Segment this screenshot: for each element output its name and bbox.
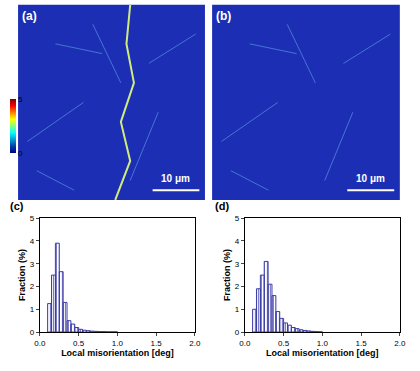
svg-text:1.5: 1.5 bbox=[356, 339, 368, 348]
svg-text:(d): (d) bbox=[215, 200, 229, 212]
svg-text:1.0: 1.0 bbox=[317, 339, 329, 348]
svg-text:0: 0 bbox=[30, 328, 35, 337]
svg-text:1.0: 1.0 bbox=[112, 339, 124, 348]
svg-text:5: 5 bbox=[30, 214, 35, 223]
svg-text:2: 2 bbox=[235, 282, 240, 291]
svg-text:Local misorientation [deg]: Local misorientation [deg] bbox=[61, 348, 174, 358]
svg-text:4: 4 bbox=[235, 237, 240, 246]
svg-text:1: 1 bbox=[30, 305, 35, 314]
svg-text:Local misorientation [deg]: Local misorientation [deg] bbox=[266, 348, 379, 358]
svg-text:10 μm: 10 μm bbox=[356, 173, 385, 184]
svg-text:2.0: 2.0 bbox=[189, 339, 201, 348]
svg-text:0.0: 0.0 bbox=[34, 339, 46, 348]
svg-text:0: 0 bbox=[18, 149, 23, 158]
svg-text:0.5: 0.5 bbox=[278, 339, 290, 348]
svg-text:0.5: 0.5 bbox=[73, 339, 85, 348]
svg-text:0: 0 bbox=[235, 328, 240, 337]
svg-text:4: 4 bbox=[30, 237, 35, 246]
svg-text:10 μm: 10 μm bbox=[161, 173, 190, 184]
svg-text:2.0: 2.0 bbox=[394, 339, 406, 348]
svg-text:(c): (c) bbox=[10, 200, 24, 212]
svg-text:2: 2 bbox=[30, 282, 35, 291]
svg-text:0.0: 0.0 bbox=[239, 339, 251, 348]
svg-text:(b): (b) bbox=[216, 9, 231, 23]
svg-text:1.5: 1.5 bbox=[151, 339, 163, 348]
svg-text:5: 5 bbox=[235, 214, 240, 223]
svg-text:(a): (a) bbox=[22, 9, 37, 23]
svg-text:3: 3 bbox=[30, 260, 35, 269]
svg-text:5: 5 bbox=[18, 95, 23, 104]
svg-text:Fraction (%): Fraction (%) bbox=[17, 249, 27, 301]
svg-text:3: 3 bbox=[235, 260, 240, 269]
svg-text:1: 1 bbox=[235, 305, 240, 314]
svg-text:Fraction (%): Fraction (%) bbox=[222, 249, 232, 301]
